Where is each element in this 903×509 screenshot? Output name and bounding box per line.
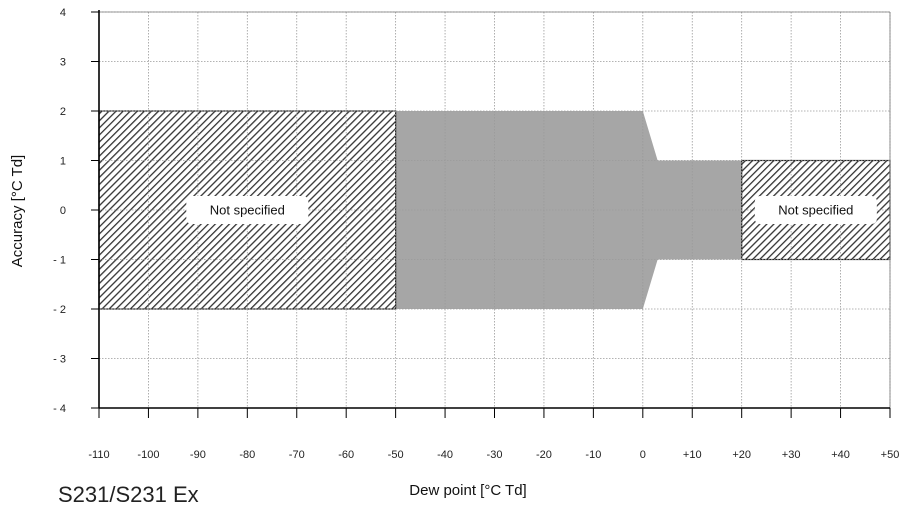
- x-tick-label: +20: [732, 449, 751, 461]
- y-tick-label: - 2: [53, 304, 66, 316]
- x-tick-label: -110: [88, 449, 109, 461]
- x-tick-label: 0: [640, 449, 646, 461]
- y-tick-label: 2: [60, 106, 66, 118]
- x-tick-label: -70: [289, 449, 305, 461]
- x-tick-label: -20: [536, 449, 552, 461]
- y-tick-label: - 1: [53, 255, 66, 267]
- x-tick-label: -80: [239, 449, 255, 461]
- x-tick-label: -50: [388, 449, 404, 461]
- x-tick-label: -10: [585, 449, 601, 461]
- x-tick-label: +10: [683, 449, 702, 461]
- x-tick-label: +50: [881, 449, 900, 461]
- y-tick-label: 1: [60, 156, 66, 168]
- x-axis-label: Dew point [°C Td]: [409, 482, 526, 499]
- x-tick-label: +40: [831, 449, 850, 461]
- model-label: S231/S231 Ex: [58, 482, 199, 507]
- y-tick-label: 4: [60, 7, 66, 19]
- x-tick-label: -40: [437, 449, 453, 461]
- y-tick-label: - 4: [53, 403, 66, 415]
- not-specified-label-box: [754, 196, 877, 224]
- x-tick-label: +30: [782, 449, 801, 461]
- x-tick-label: -60: [338, 449, 354, 461]
- y-tick-label: 0: [60, 205, 66, 217]
- x-tick-label: -100: [137, 449, 159, 461]
- x-tick-label: -90: [190, 449, 206, 461]
- y-axis-label: Accuracy [°C Td]: [9, 155, 26, 267]
- not-specified-label-box: [186, 196, 309, 224]
- x-tick-label: -30: [487, 449, 503, 461]
- y-tick-label: 3: [60, 57, 66, 69]
- y-tick-label: - 3: [53, 354, 66, 366]
- not-specified-label: Not specified: [210, 203, 285, 218]
- not-specified-label: Not specified: [778, 203, 853, 218]
